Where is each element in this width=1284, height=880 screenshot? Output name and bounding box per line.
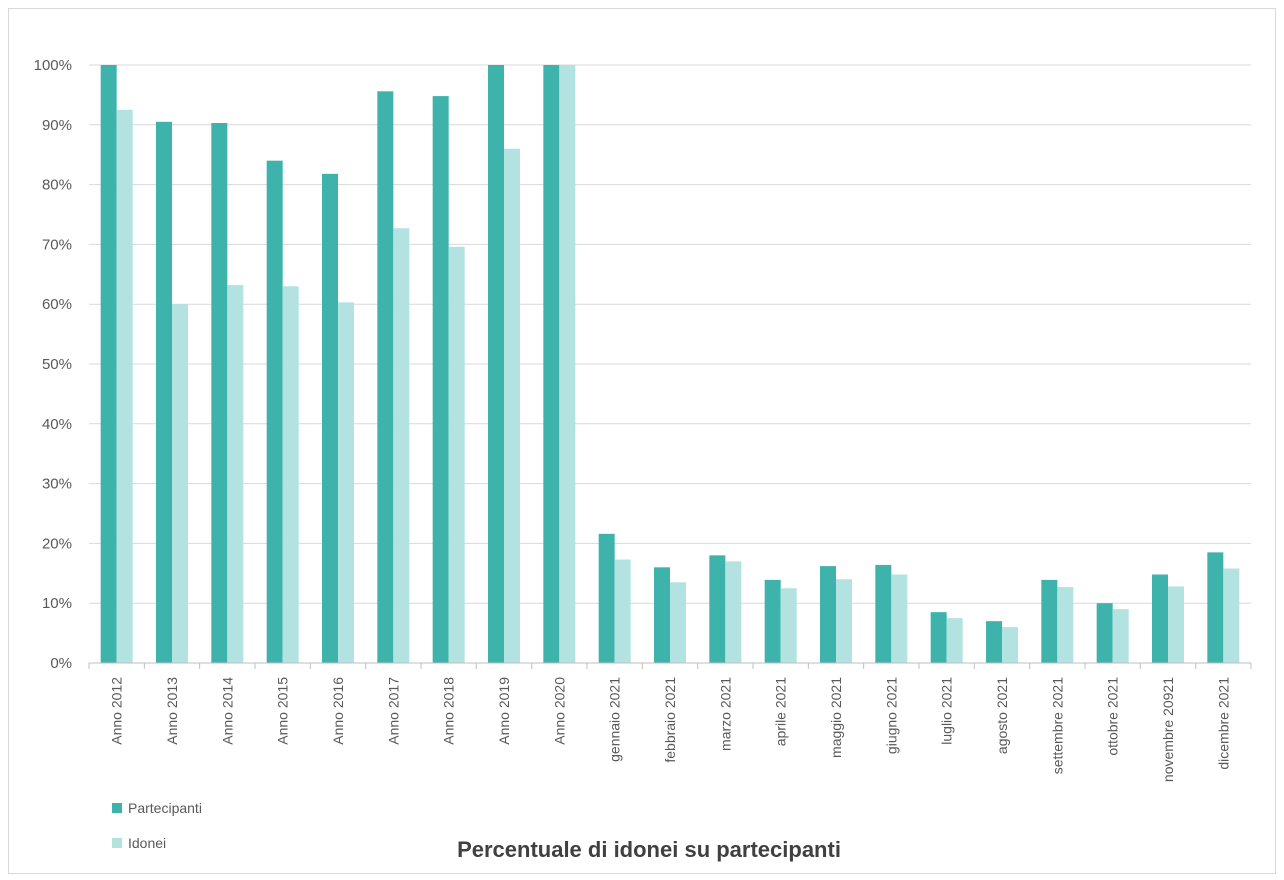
- x-category-label: Anno 2017: [385, 677, 401, 745]
- bars: [100, 65, 1240, 664]
- bar-partecipanti: [820, 566, 836, 663]
- legend-swatch-idonei: [112, 838, 122, 848]
- chart-title: Percentuale di idonei su partecipanti: [457, 837, 841, 862]
- x-category-label: dicembre 2021: [1215, 677, 1231, 770]
- bar-idonei: [338, 302, 354, 663]
- legend: Partecipanti Idonei: [112, 800, 202, 851]
- bar-partecipanti: [598, 533, 615, 663]
- x-axis-labels: Anno 2012 Anno 2013 Anno 2014 Anno 2015 Anno…: [109, 677, 1232, 782]
- y-tick-label: 100%: [34, 57, 72, 74]
- x-category-label: ottobre 2021: [1105, 677, 1121, 756]
- bar-partecipanti: [100, 65, 117, 663]
- bar-idonei: [614, 559, 631, 663]
- y-tick-label: 90%: [42, 117, 72, 134]
- y-tick-label: 20%: [42, 535, 72, 552]
- x-category-label: Anno 2012: [109, 677, 125, 745]
- bar-idonei: [1223, 568, 1240, 663]
- x-category-label: Anno 2020: [551, 677, 567, 745]
- bar-partecipanti: [432, 96, 449, 663]
- x-category-label: Anno 2018: [441, 677, 457, 745]
- bar-partecipanti: [764, 579, 781, 663]
- bar-idonei: [1002, 627, 1018, 663]
- legend-swatch-partecipanti: [112, 803, 122, 813]
- y-tick-label: 80%: [42, 177, 72, 194]
- x-axis: [88, 662, 1252, 669]
- x-category-label: febbraio 2021: [662, 677, 678, 763]
- x-category-label: gennaio 2021: [607, 677, 623, 762]
- y-tick-label: 10%: [42, 595, 72, 612]
- bar-idonei: [1112, 609, 1129, 663]
- bar-partecipanti: [930, 612, 947, 663]
- x-category-label: Anno 2016: [330, 677, 346, 745]
- bar-partecipanti: [986, 621, 1002, 663]
- y-tick-label: 30%: [42, 476, 72, 493]
- bar-idonei: [448, 246, 465, 664]
- bar-idonei: [1168, 586, 1184, 663]
- x-category-label: marzo 2021: [717, 677, 733, 751]
- x-category-label: settembre 2021: [1049, 677, 1065, 774]
- bar-partecipanti: [488, 65, 504, 663]
- bar-partecipanti: [377, 91, 394, 663]
- y-tick-label: 70%: [42, 236, 72, 253]
- x-category-label: luglio 2021: [939, 677, 955, 745]
- bar-idonei: [891, 574, 908, 663]
- bar-partecipanti: [1152, 574, 1168, 663]
- bar-idonei: [227, 285, 244, 663]
- bar-partecipanti: [211, 123, 228, 664]
- x-category-label: novembre 20921: [1160, 677, 1176, 782]
- x-category-label: Anno 2015: [275, 677, 291, 745]
- bar-idonei: [116, 109, 133, 664]
- bar-idonei: [393, 228, 410, 663]
- bar-idonei: [1057, 587, 1074, 663]
- x-category-label: Anno 2014: [219, 677, 235, 745]
- bar-partecipanti: [266, 160, 283, 663]
- x-category-label: Anno 2013: [164, 677, 180, 745]
- bar-idonei: [946, 618, 963, 663]
- bar-partecipanti: [156, 121, 172, 663]
- x-category-label: giugno 2021: [883, 677, 899, 754]
- y-tick-label: 0%: [50, 655, 72, 672]
- x-category-label: aprile 2021: [773, 677, 789, 746]
- bar-idonei: [559, 65, 576, 663]
- bar-idonei: [670, 582, 686, 663]
- x-category-label: maggio 2021: [828, 677, 844, 758]
- bar-idonei: [282, 286, 299, 663]
- bar-partecipanti: [654, 567, 670, 663]
- bar-idonei: [780, 588, 797, 663]
- bar-partecipanti: [875, 564, 892, 663]
- bar-idonei: [172, 304, 188, 663]
- chart-frame: 0% 10% 20% 30% 40% 50% 60% 70% 80% 90% 100% Anno 2…: [8, 8, 1276, 874]
- bar-partecipanti: [1096, 603, 1113, 663]
- y-tick-label: 50%: [42, 356, 72, 373]
- y-tick-label: 60%: [42, 296, 72, 313]
- bar-idonei: [504, 148, 520, 664]
- legend-label-partecipanti: Partecipanti: [128, 800, 202, 816]
- bar-partecipanti: [322, 173, 338, 663]
- legend-label-idonei: Idonei: [128, 835, 166, 851]
- x-category-label: Anno 2019: [496, 677, 512, 745]
- y-axis-ticks: 0% 10% 20% 30% 40% 50% 60% 70% 80% 90% 100%: [34, 57, 72, 672]
- y-tick-label: 40%: [42, 416, 72, 433]
- bar-idonei: [725, 561, 742, 663]
- bar-partecipanti: [543, 65, 560, 663]
- bar-partecipanti: [1207, 552, 1224, 663]
- bar-partecipanti: [1041, 579, 1058, 663]
- bar-partecipanti: [709, 555, 726, 663]
- bar-chart: 0% 10% 20% 30% 40% 50% 60% 70% 80% 90% 100% Anno 2…: [34, 57, 1252, 862]
- gridlines: [89, 64, 1251, 604]
- bar-idonei: [836, 579, 852, 663]
- x-category-label: agosto 2021: [994, 677, 1010, 754]
